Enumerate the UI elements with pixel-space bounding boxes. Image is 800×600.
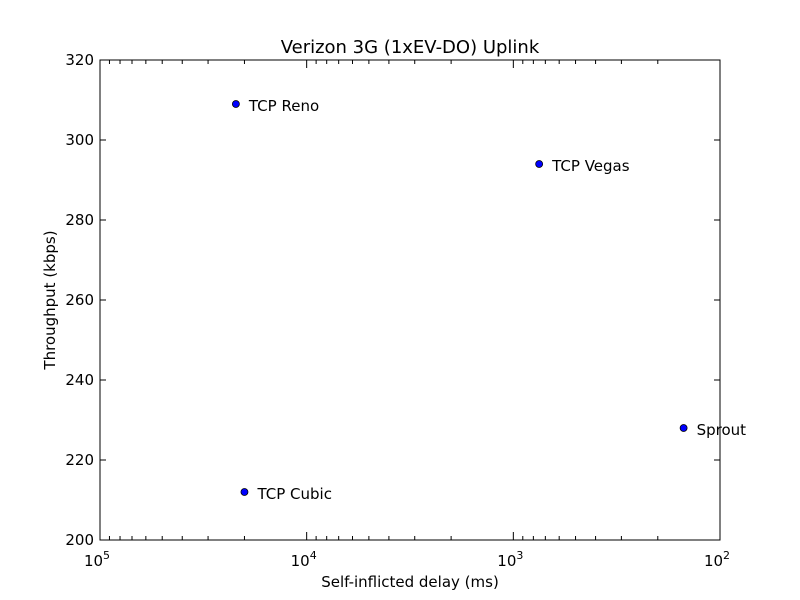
chart-title: Verizon 3G (1xEV-DO) Uplink xyxy=(281,37,540,58)
data-point-sprout xyxy=(679,424,688,432)
y-tick-label: 200 xyxy=(65,531,94,549)
x-tick-label-exponent: 3 xyxy=(516,549,523,562)
data-point-label: TCP Cubic xyxy=(256,485,332,503)
y-tick-label: 320 xyxy=(65,51,94,69)
y-axis-label: Throughput (kbps) xyxy=(41,230,59,370)
x-tick-label-exponent: 2 xyxy=(723,549,730,562)
plot-area-frame xyxy=(99,59,721,541)
x-tick-label: 103 xyxy=(497,549,523,570)
x-axis-label: Self-inflicted delay (ms) xyxy=(321,573,499,591)
data-point-labels: TCP Reno TCP Vegas Sprout TCP Cubic xyxy=(248,97,746,503)
y-tick-label: 240 xyxy=(65,371,94,389)
data-point-label: Sprout xyxy=(697,421,747,439)
data-point-tcp-vegas xyxy=(535,160,544,168)
y-tick-label: 280 xyxy=(65,211,94,229)
x-tick-label-base: 10 xyxy=(291,552,310,570)
data-point-tcp-reno xyxy=(231,100,240,108)
x-tick-label-base: 10 xyxy=(497,552,516,570)
data-points xyxy=(231,100,688,496)
data-point-label: TCP Reno xyxy=(248,97,319,115)
y-tick-label: 220 xyxy=(65,451,94,469)
x-tick-label-exponent: 4 xyxy=(310,549,317,562)
data-point-tcp-cubic xyxy=(240,488,249,496)
x-tick-label: 102 xyxy=(704,549,730,570)
x-tick-label-exponent: 5 xyxy=(103,549,110,562)
data-point-label: TCP Vegas xyxy=(551,157,630,175)
x-tick-label-base: 10 xyxy=(84,552,103,570)
y-tick-label: 260 xyxy=(65,291,94,309)
y-tick-label: 300 xyxy=(65,131,94,149)
x-tick-label: 104 xyxy=(291,549,317,570)
x-tick-label-base: 10 xyxy=(704,552,723,570)
x-tick-label: 105 xyxy=(84,549,110,570)
